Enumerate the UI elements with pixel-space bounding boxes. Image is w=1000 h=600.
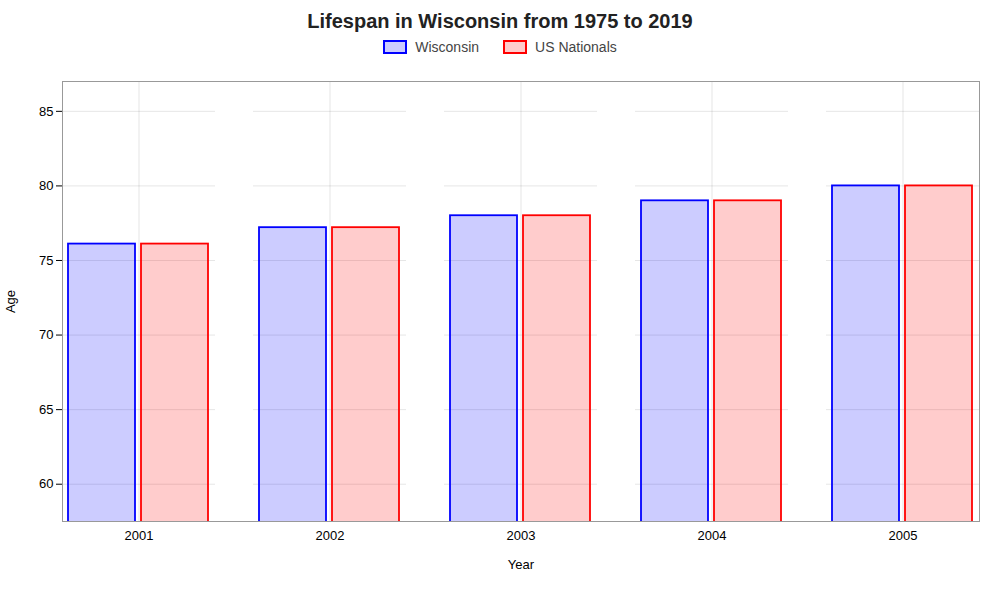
html-text:Wisconsin: Wisconsin	[415, 39, 479, 55]
svg-text:80: 80	[39, 178, 53, 193]
svg-text:2004: 2004	[698, 528, 727, 543]
svg-text:75: 75	[39, 253, 53, 268]
svg-text:65: 65	[39, 402, 53, 417]
svg-text:2005: 2005	[889, 528, 918, 543]
svg-text:2001: 2001	[125, 528, 154, 543]
html-text:US Nationals: US Nationals	[535, 39, 617, 55]
svg-text:70: 70	[39, 327, 53, 342]
svg-text:Age: Age	[3, 290, 18, 313]
svg-text:85: 85	[39, 103, 53, 118]
html-text:Lifespan in Wisconsin from 197: Lifespan in Wisconsin from 1975 to 2019	[307, 10, 693, 32]
svg-text:2002: 2002	[316, 528, 345, 543]
svg-text:60: 60	[39, 476, 53, 491]
svg-text:Year: Year	[508, 557, 535, 572]
svg-text:2003: 2003	[507, 528, 536, 543]
